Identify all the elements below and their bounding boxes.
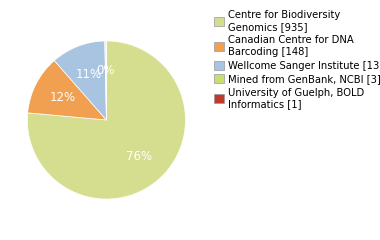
- Legend: Centre for Biodiversity
Genomics [935], Canadian Centre for DNA
Barcoding [148],: Centre for Biodiversity Genomics [935], …: [214, 10, 380, 109]
- Wedge shape: [28, 60, 106, 120]
- Wedge shape: [27, 41, 185, 199]
- Wedge shape: [54, 41, 106, 120]
- Text: 0%: 0%: [97, 65, 115, 78]
- Text: 76%: 76%: [127, 150, 152, 163]
- Text: 12%: 12%: [50, 91, 76, 104]
- Wedge shape: [105, 41, 106, 120]
- Text: 11%: 11%: [76, 68, 102, 81]
